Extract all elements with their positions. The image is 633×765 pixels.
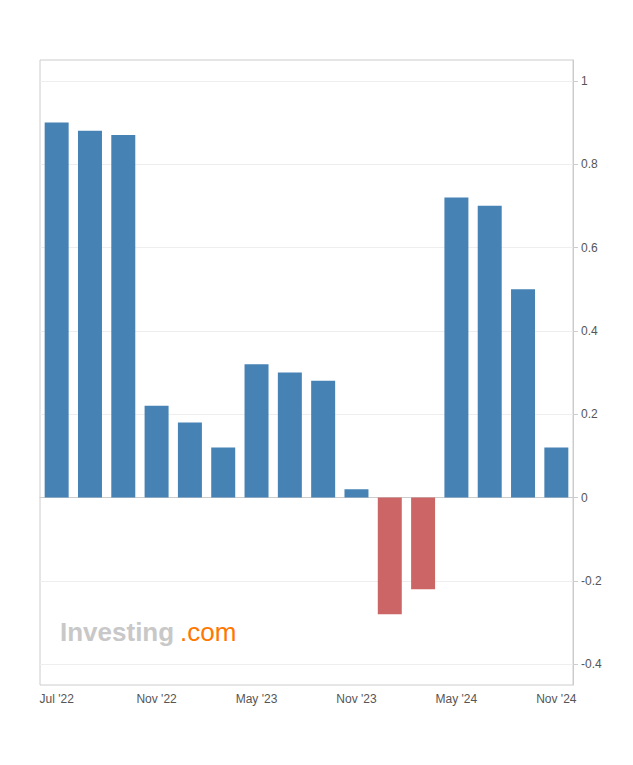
svg-text:.com: .com <box>180 617 236 647</box>
svg-text:0.4: 0.4 <box>581 324 598 338</box>
svg-text:0.6: 0.6 <box>581 241 598 255</box>
svg-text:Nov '24: Nov '24 <box>536 692 577 706</box>
svg-text:0.8: 0.8 <box>581 157 598 171</box>
svg-text:-0.4: -0.4 <box>581 657 602 671</box>
svg-text:May '23: May '23 <box>236 692 278 706</box>
svg-text:0: 0 <box>581 491 588 505</box>
svg-text:Nov '22: Nov '22 <box>136 692 177 706</box>
svg-text:0.2: 0.2 <box>581 407 598 421</box>
svg-text:1: 1 <box>581 74 588 88</box>
svg-text:Investing: Investing <box>60 617 174 647</box>
svg-text:Nov '23: Nov '23 <box>336 692 377 706</box>
svg-text:Jul '22: Jul '22 <box>40 692 75 706</box>
svg-text:May '24: May '24 <box>436 692 478 706</box>
svg-text:-0.2: -0.2 <box>581 574 602 588</box>
